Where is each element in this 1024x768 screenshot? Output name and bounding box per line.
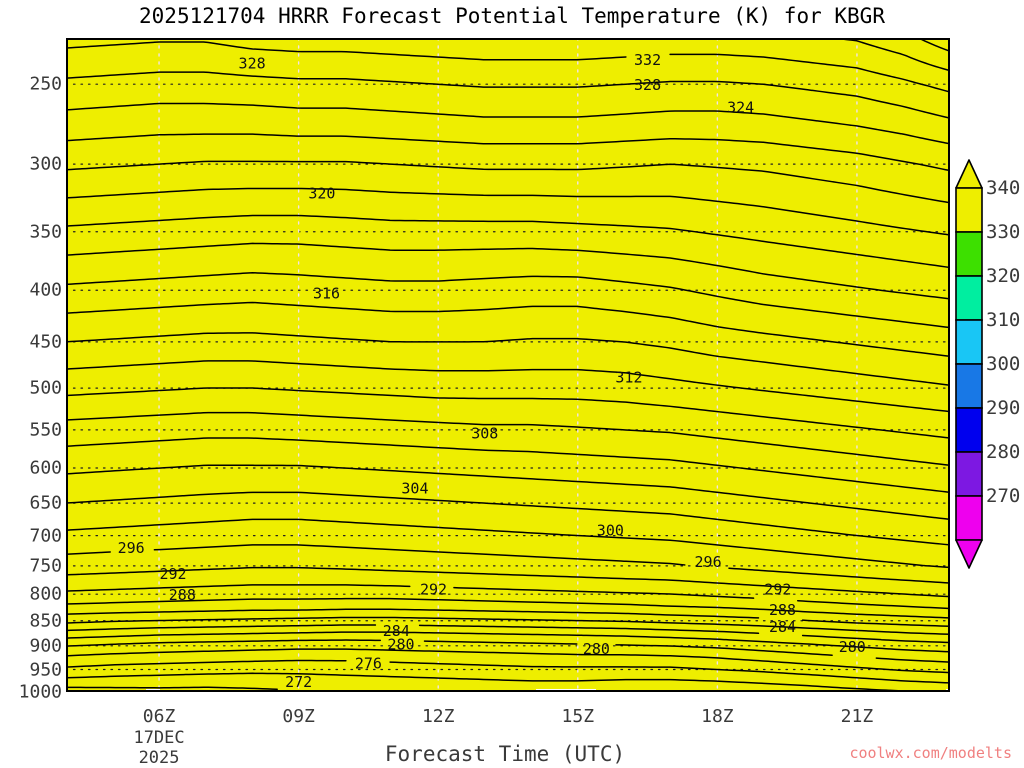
colorbar[interactable] bbox=[955, 158, 983, 570]
x-tick-label: 12Z bbox=[421, 706, 455, 727]
contour-label: 296 bbox=[118, 539, 145, 557]
x-axis-ticks: 06Z 09Z 12Z 15Z 18Z 21Z 17DEC 2025 bbox=[0, 692, 1024, 768]
x-tick-label: 15Z bbox=[561, 706, 595, 727]
colorbar-tick-label: 330 bbox=[986, 221, 1021, 243]
y-tick-label: 650 bbox=[29, 492, 62, 514]
contour-label: 328 bbox=[239, 55, 266, 73]
contour-label: 296 bbox=[695, 553, 722, 571]
contour-label: 288 bbox=[169, 586, 196, 604]
colorbar-tick-label: 310 bbox=[986, 309, 1021, 331]
y-tick-label: 500 bbox=[29, 377, 62, 399]
contour-field: 328 332 328 324 320 316 312 308 304 300 296 296 292 2… bbox=[66, 38, 950, 692]
date-stack-label: 17DEC 2025 bbox=[133, 728, 184, 768]
contour-label: 284 bbox=[769, 618, 796, 636]
y-axis-ticks: 250 300 350 400 450 500 550 600 650 700 750 800 850 9… bbox=[0, 38, 62, 703]
contour-label: 328 bbox=[634, 76, 661, 94]
colorbar-tick-label: 280 bbox=[986, 441, 1021, 463]
date-stack-line: 2025 bbox=[138, 748, 180, 768]
y-tick-label: 700 bbox=[29, 525, 62, 547]
contour-label: 292 bbox=[764, 581, 791, 599]
contour-label: 300 bbox=[597, 521, 624, 539]
contour-label: 304 bbox=[401, 479, 428, 497]
page-title: 2025121704 HRRR Forecast Potential Tempe… bbox=[139, 4, 885, 28]
contour-label: 280 bbox=[387, 635, 414, 653]
contour-label: 280 bbox=[583, 640, 610, 658]
colorbar-tick-label: 300 bbox=[986, 353, 1021, 375]
watermark: coolwx.com/modelts bbox=[849, 744, 1012, 762]
x-tick-label: 06Z bbox=[142, 706, 176, 727]
colorbar-swatches bbox=[955, 159, 983, 569]
x-tick-label: 18Z bbox=[701, 706, 734, 727]
contour-label: 312 bbox=[615, 369, 642, 387]
contour-label: 308 bbox=[471, 424, 498, 442]
colorbar-tick-label: 270 bbox=[986, 485, 1021, 507]
y-tick-label: 900 bbox=[29, 635, 62, 657]
contour-label: 280 bbox=[839, 638, 866, 656]
date-stack-line: 17DEC bbox=[133, 728, 185, 748]
y-tick-label: 550 bbox=[29, 419, 62, 441]
contour-label: 292 bbox=[420, 581, 447, 599]
y-tick-label: 250 bbox=[29, 73, 62, 95]
colorbar-tick-label: 340 bbox=[986, 177, 1021, 199]
y-tick-label: 350 bbox=[29, 221, 62, 243]
x-tick-label: 21Z bbox=[840, 706, 874, 727]
contour-label: 332 bbox=[634, 51, 661, 69]
y-tick-label: 800 bbox=[29, 583, 62, 605]
contour-label: 276 bbox=[355, 655, 382, 673]
y-tick-label: 1000 bbox=[18, 681, 62, 703]
contour-label: 324 bbox=[727, 98, 754, 116]
contour-label: 288 bbox=[769, 601, 796, 619]
colorbar-tick-label: 320 bbox=[986, 265, 1021, 287]
x-tick-label: 09Z bbox=[282, 706, 315, 727]
colorbar-tick-label: 290 bbox=[986, 397, 1021, 419]
contour-label: 320 bbox=[308, 184, 335, 202]
y-tick-label: 600 bbox=[29, 457, 62, 479]
x-axis-title: Forecast Time (UTC) bbox=[384, 742, 626, 766]
y-tick-label: 850 bbox=[29, 610, 62, 632]
y-tick-label: 400 bbox=[29, 279, 62, 301]
contour-label: 292 bbox=[159, 565, 186, 583]
y-tick-label: 950 bbox=[29, 659, 62, 680]
y-tick-label: 750 bbox=[29, 555, 62, 577]
plot-area: 328 332 328 324 320 316 312 308 304 300 296 296 292 2… bbox=[66, 38, 950, 692]
contour-label: 284 bbox=[383, 622, 410, 640]
y-tick-label: 450 bbox=[29, 331, 62, 353]
contour-label: 316 bbox=[313, 284, 340, 302]
contour-label: 272 bbox=[285, 673, 312, 691]
y-tick-label: 300 bbox=[29, 153, 62, 175]
